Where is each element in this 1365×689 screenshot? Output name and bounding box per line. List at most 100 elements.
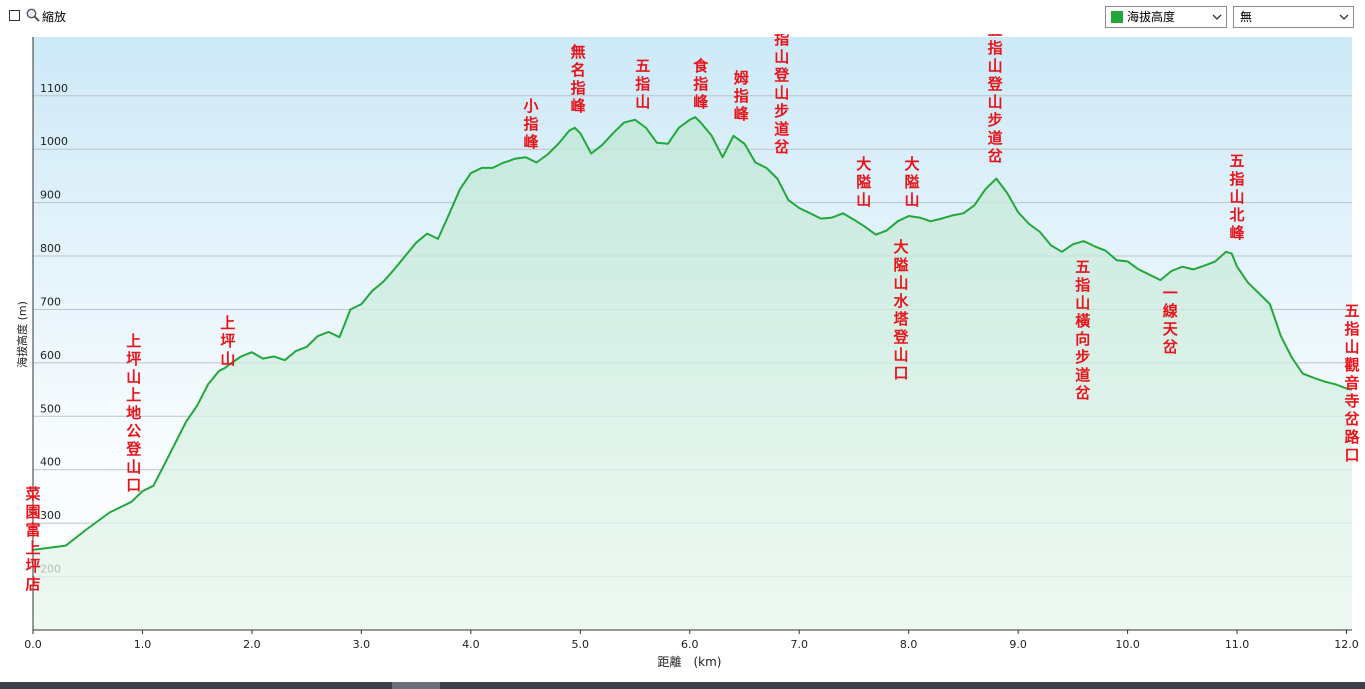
waypoint-char: 五 [1230,152,1245,170]
waypoint-char: 無 [571,43,586,61]
x-tick-label: 12.0 [1334,638,1359,651]
waypoint-label: 食指峰 [693,57,709,111]
waypoint-char: 山 [904,191,919,209]
waypoint-char: 地 [126,404,141,422]
x-tick-label: 5.0 [572,638,590,651]
waypoint-char: 菜 [24,485,40,503]
x-tick-label: 1.0 [134,638,152,651]
waypoint-char: 山 [1075,294,1090,312]
zoom-checkbox[interactable] [9,10,20,21]
waypoint-char: 五 [635,57,650,75]
y-tick-label: 1000 [40,135,68,148]
metric-select[interactable]: 海拔高度 [1105,6,1227,28]
waypoint-char: 食 [693,57,709,75]
waypoint-char: 岔 [774,138,790,156]
waypoint-char: 坪 [126,350,141,368]
waypoint-char: 上 [25,539,40,557]
waypoint-char: 向 [1075,330,1090,348]
zoom-label: 縮放 [42,10,67,24]
waypoint-char: 峰 [734,105,750,123]
waypoint-char: 坪 [220,332,235,350]
waypoint-char: 隘 [894,256,909,274]
waypoint-char: 指 [1344,320,1359,338]
waypoint-char: 山 [988,93,1003,111]
waypoint-char: 小 [524,97,539,115]
chevron-down-icon [1212,14,1222,20]
waypoint-char: 登 [773,66,790,84]
elevation-line [32,116,1353,551]
scrollbar-thumb[interactable] [392,682,440,689]
y-tick-label: 1100 [40,82,68,95]
waypoint-char: 園 [25,503,40,521]
waypoint-char: 五 [1344,302,1359,320]
waypoint-char: 上 [126,332,141,350]
waypoint-char: 隘 [904,173,919,191]
waypoint-char: 山 [220,350,235,368]
waypoint-char: 山 [774,84,789,102]
waypoint-char: 口 [894,364,909,382]
waypoint-char: 登 [125,440,142,458]
waypoint-char: 指 [734,87,749,105]
waypoint-char: 五 [988,34,1003,39]
y-tick-label: 800 [40,242,61,255]
y-tick-label: 300 [40,509,61,522]
waypoint-char: 上 [126,386,141,404]
toolbar: 縮放 海拔高度 無 [0,0,1365,34]
waypoint-char: 路 [1344,428,1360,446]
y-axis-label: 海拔高度 (m) [15,301,29,368]
waypoint-label: 大隘山 [904,155,919,209]
waypoint-label: 上坪山 [220,314,235,368]
waypoint-label: 小指峰 [524,97,540,151]
metric-color-swatch [1111,11,1123,23]
waypoint-char: 登 [893,328,910,346]
waypoint-char: 指 [571,79,586,97]
bottom-scrollbar[interactable] [0,682,1365,689]
waypoint-char: 山 [126,368,141,386]
x-tick-label: 6.0 [681,638,699,651]
waypoint-char: 指 [524,115,539,133]
waypoint-char: 山 [774,48,789,66]
waypoint-char: 公 [126,422,141,440]
waypoint-char: 道 [774,120,789,138]
waypoint-char: 岔 [1344,410,1360,428]
waypoint-char: 指 [1230,170,1245,188]
x-tick-label: 7.0 [790,638,808,651]
y-tick-label: 400 [40,456,61,469]
waypoint-char: 步 [774,102,789,120]
waypoint-char: 山 [635,93,650,111]
waypoint-char: 塔 [894,310,910,328]
waypoint-char: 岔 [988,147,1004,165]
waypoint-char: 坪 [25,557,40,575]
waypoint-char: 山 [894,346,909,364]
waypoint-char: 指 [1075,276,1090,294]
waypoint-label: 大隘山 [856,155,871,209]
x-axis-label: 距離 (km) [657,655,721,669]
waypoint-char: 岔 [1163,338,1179,356]
waypoint-char: 線 [1163,302,1178,320]
waypoint-char: 山 [988,57,1003,75]
waypoint-char: 步 [988,111,1003,129]
waypoint-char: 隘 [856,173,871,191]
x-tick-label: 8.0 [900,638,918,651]
waypoint-char: 大 [856,155,871,173]
waypoint-char: 指 [635,75,650,93]
x-tick-label: 11.0 [1225,638,1250,651]
waypoint-label: 姆指峰 [734,69,750,123]
magnifier-icon [26,8,40,22]
secondary-select[interactable]: 無 [1233,6,1354,28]
waypoint-char: 名 [571,61,586,79]
waypoint-char: 大 [904,155,919,173]
waypoint-char: 觀 [1344,356,1359,374]
waypoint-char: 登 [987,75,1004,93]
waypoint-char: 指 [774,34,789,48]
waypoint-char: 富 [25,521,40,539]
y-tick-label: 600 [40,349,61,362]
waypoint-char: 店 [25,575,40,593]
waypoint-char: 山 [856,191,871,209]
